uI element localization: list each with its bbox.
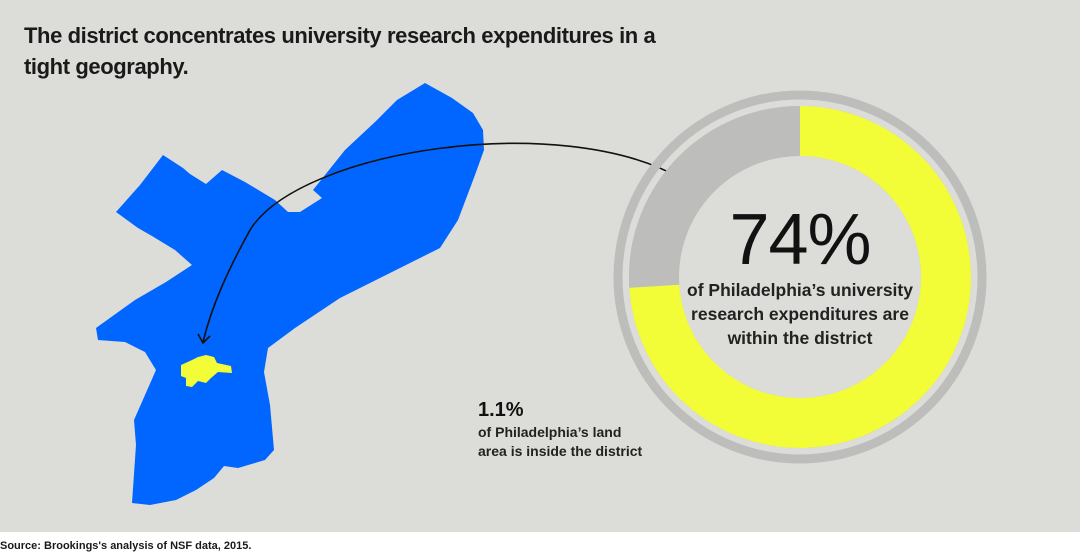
donut-slice-outside-district: [629, 106, 801, 288]
donut-slice-within-district: [629, 106, 971, 448]
source-note: Source: Brookings's analysis of NSF data…: [0, 540, 252, 552]
donut-outer-ring: [613, 90, 987, 464]
philadelphia-map: [96, 83, 484, 505]
connector-arrow: [202, 142, 681, 343]
infographic-panel: The district concentrates university res…: [0, 0, 1080, 532]
arrowhead-icon: [197, 333, 211, 344]
land-area-value: 1.1%: [478, 399, 524, 421]
district-shape: [181, 355, 232, 387]
research-share-caption: of Philadelphia’s university research ex…: [687, 280, 913, 348]
land-area-caption: of Philadelphia’s land area is inside th…: [478, 424, 643, 459]
infographic-graphic: [96, 83, 987, 505]
donut-center: [679, 156, 921, 398]
research-share-value: 74%: [729, 200, 871, 280]
donut-chart: [613, 90, 987, 464]
chart-title: The district concentrates university res…: [24, 23, 656, 79]
